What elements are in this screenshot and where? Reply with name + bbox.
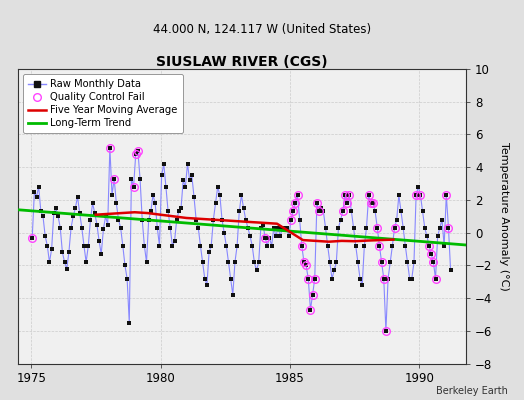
Legend: Raw Monthly Data, Quality Control Fail, Five Year Moving Average, Long-Term Tren: Raw Monthly Data, Quality Control Fail, … [23, 74, 182, 133]
Y-axis label: Temperature Anomaly (°C): Temperature Anomaly (°C) [499, 142, 509, 291]
Text: 44.000 N, 124.117 W (United States): 44.000 N, 124.117 W (United States) [153, 23, 371, 36]
Title: SIUSLAW RIVER (CGS): SIUSLAW RIVER (CGS) [156, 55, 328, 69]
Text: Berkeley Earth: Berkeley Earth [436, 386, 508, 396]
